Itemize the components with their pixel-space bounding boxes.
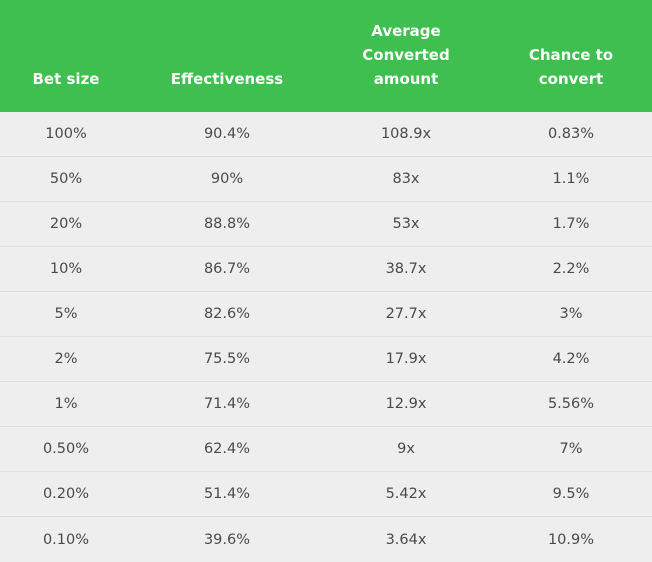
cell-chance-to-convert: 2.2% — [552, 261, 590, 277]
cell-chance-to-convert: 1.7% — [552, 216, 590, 232]
table-row: 20% 88.8% 53x 1.7% — [0, 202, 652, 247]
cell-effectiveness: 86.7% — [203, 261, 251, 277]
cell-effectiveness: 90% — [210, 171, 244, 187]
table-body: 100% 90.4% 108.9x 0.83% 50% 90% 83x 1.1%… — [0, 112, 652, 562]
cell-average-converted-amount: 9x — [397, 441, 415, 457]
header-effectiveness: Effectiveness — [170, 70, 284, 88]
cell-bet-size: 0.50% — [42, 441, 90, 457]
table-header: Bet size Effectiveness Average Converted… — [0, 0, 652, 112]
table-row: 50% 90% 83x 1.1% — [0, 157, 652, 202]
cell-chance-to-convert: 1.1% — [552, 171, 590, 187]
cell-chance-to-convert: 9.5% — [552, 486, 590, 502]
header-average-converted-amount: Average Converted amount — [362, 22, 450, 88]
cell-average-converted-amount: 53x — [392, 216, 420, 232]
cell-bet-size: 2% — [54, 351, 78, 367]
cell-bet-size: 0.20% — [42, 486, 90, 502]
cell-bet-size: 5% — [54, 306, 78, 322]
cell-average-converted-amount: 5.42x — [385, 486, 427, 502]
table-row: 5% 82.6% 27.7x 3% — [0, 292, 652, 337]
cell-chance-to-convert: 4.2% — [552, 351, 590, 367]
table-row: 2% 75.5% 17.9x 4.2% — [0, 337, 652, 382]
cell-bet-size: 0.10% — [42, 531, 90, 548]
cell-bet-size: 10% — [49, 261, 83, 277]
cell-effectiveness: 71.4% — [203, 396, 251, 412]
table-row: 0.20% 51.4% 5.42x 9.5% — [0, 472, 652, 517]
cell-average-converted-amount: 27.7x — [385, 306, 427, 322]
table-row: 10% 86.7% 38.7x 2.2% — [0, 247, 652, 292]
cell-average-converted-amount: 12.9x — [385, 396, 427, 412]
cell-effectiveness: 39.6% — [203, 531, 251, 548]
header-chance-to-convert: Chance to convert — [528, 46, 614, 88]
cell-bet-size: 100% — [45, 126, 87, 142]
cell-effectiveness: 88.8% — [203, 216, 251, 232]
cell-bet-size: 1% — [54, 396, 78, 412]
header-bet-size: Bet size — [32, 70, 100, 88]
table-row: 0.10% 39.6% 3.64x 10.9% — [0, 517, 652, 562]
table-row: 100% 90.4% 108.9x 0.83% — [0, 112, 652, 157]
cell-chance-to-convert: 7% — [559, 441, 583, 457]
cell-average-converted-amount: 38.7x — [385, 261, 427, 277]
cell-chance-to-convert: 0.83% — [547, 126, 595, 142]
cell-effectiveness: 62.4% — [203, 441, 251, 457]
cell-average-converted-amount: 17.9x — [385, 351, 427, 367]
table-row: 0.50% 62.4% 9x 7% — [0, 427, 652, 472]
cell-chance-to-convert: 5.56% — [547, 396, 595, 412]
cell-average-converted-amount: 83x — [392, 171, 420, 187]
cell-average-converted-amount: 3.64x — [385, 531, 427, 548]
cell-effectiveness: 51.4% — [203, 486, 251, 502]
table-row: 1% 71.4% 12.9x 5.56% — [0, 382, 652, 427]
cell-bet-size: 20% — [49, 216, 83, 232]
cell-effectiveness: 82.6% — [203, 306, 251, 322]
cell-effectiveness: 75.5% — [203, 351, 251, 367]
cell-average-converted-amount: 108.9x — [380, 126, 432, 142]
cell-chance-to-convert: 3% — [559, 306, 583, 322]
cell-effectiveness: 90.4% — [203, 126, 251, 142]
cell-chance-to-convert: 10.9% — [547, 531, 595, 548]
cell-bet-size: 50% — [49, 171, 83, 187]
